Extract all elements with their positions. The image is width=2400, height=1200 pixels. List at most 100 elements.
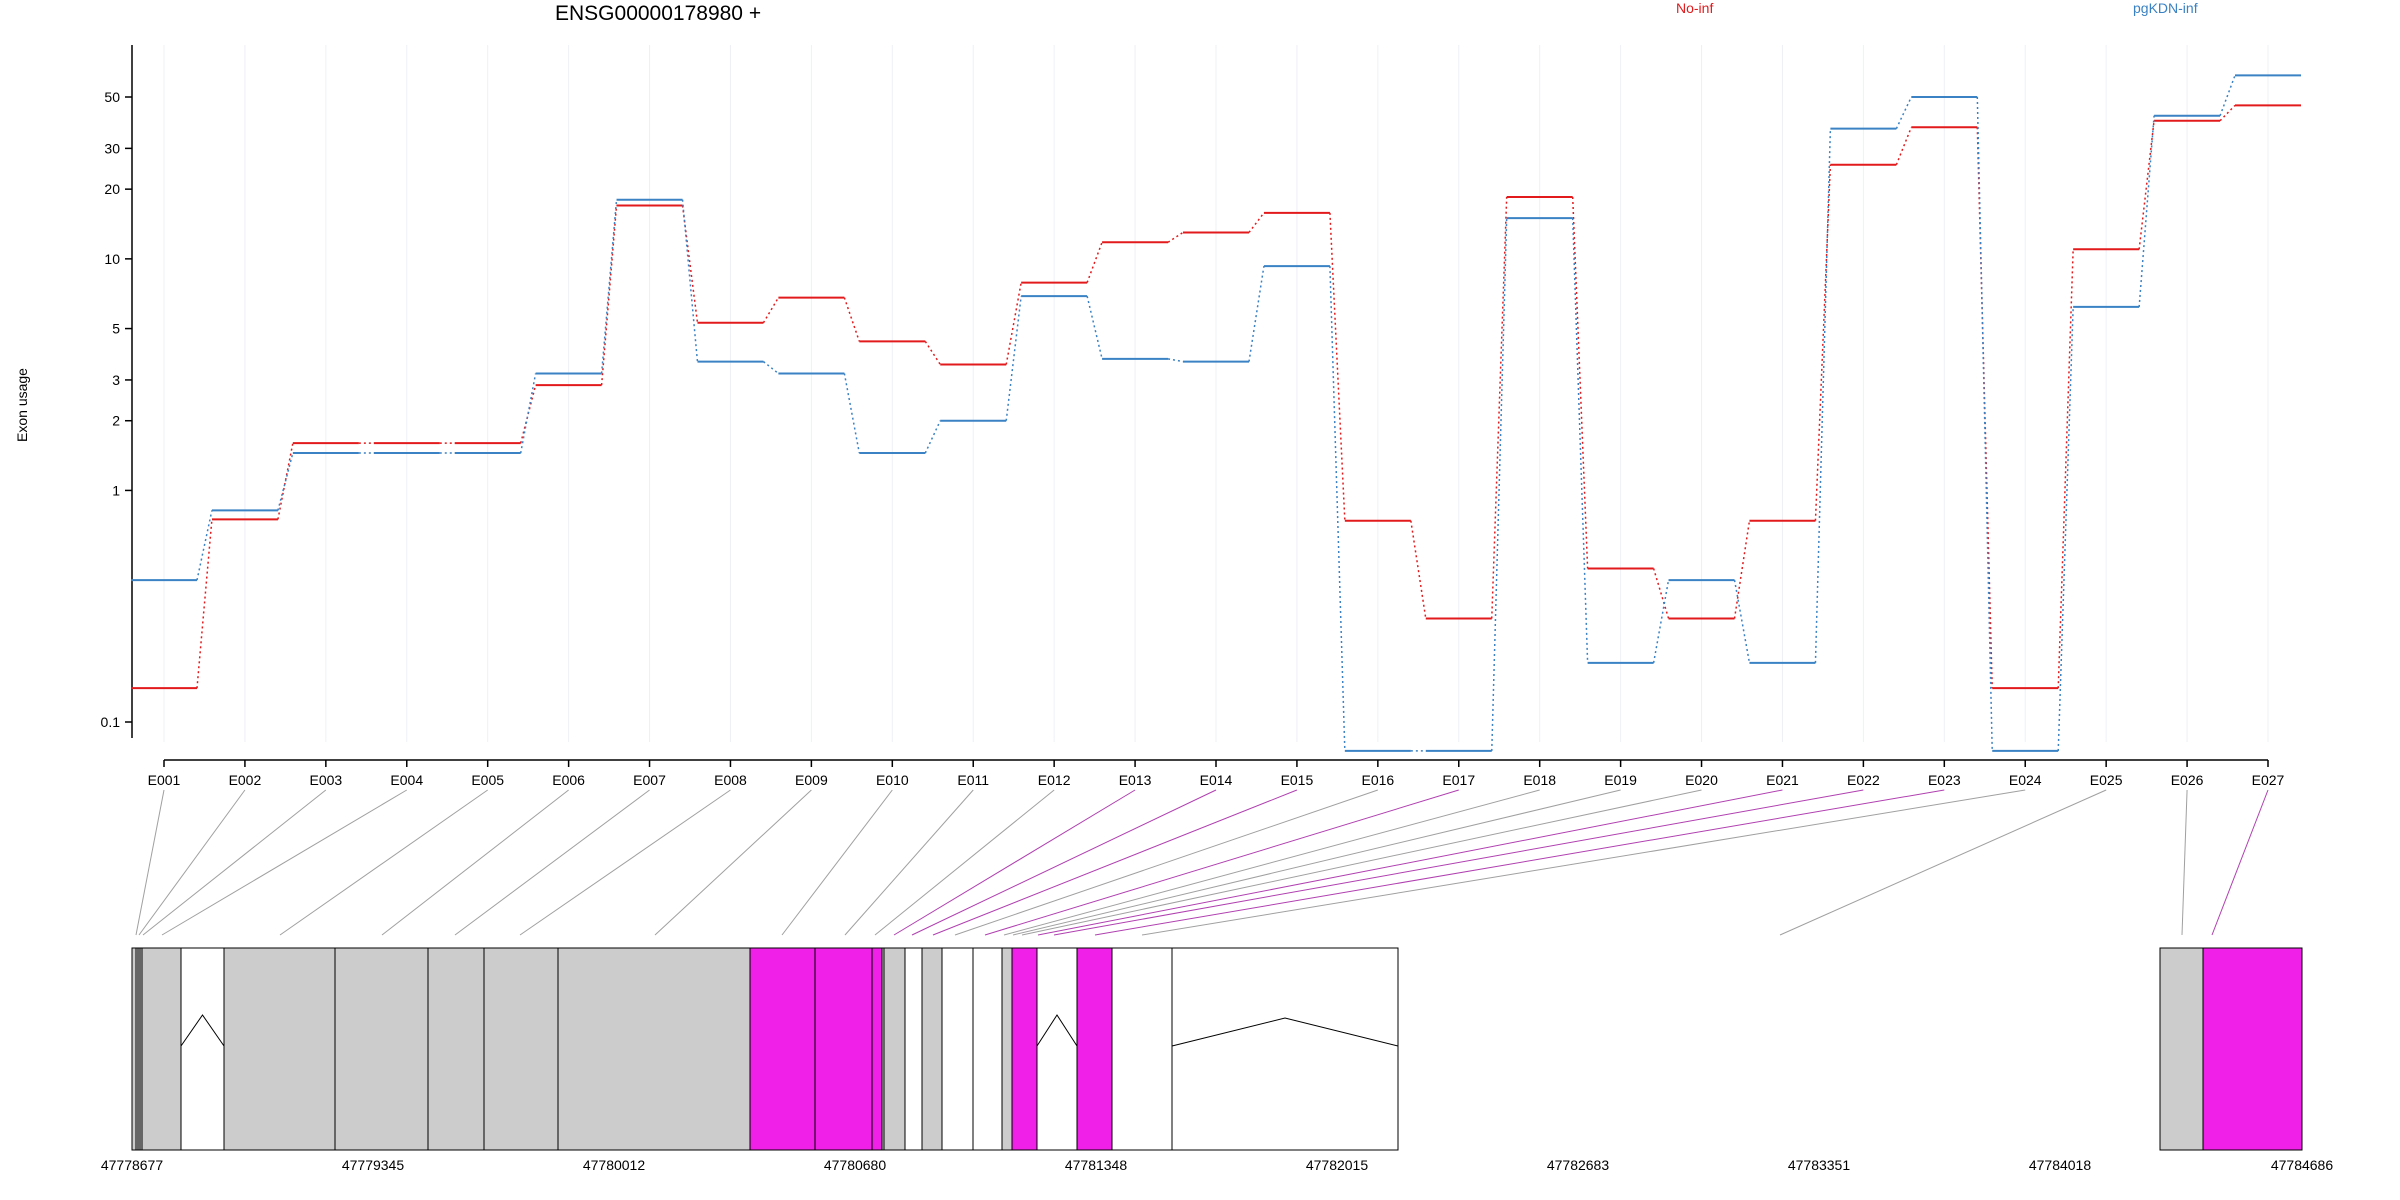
exon-link: [1021, 789, 1702, 936]
x-tick-label: E008: [714, 772, 747, 788]
exon-link: [142, 789, 327, 936]
series-connector: [1652, 579, 1670, 664]
exon-block: [223, 947, 336, 1151]
x-tick-label: E014: [1200, 772, 1233, 788]
splice-junction: [180, 1014, 225, 1047]
intron-box: [1171, 947, 1399, 1151]
exon-block: [883, 947, 906, 1151]
series-connector: [2219, 75, 2236, 116]
y-tick-label: 3: [112, 372, 120, 388]
series-connector: [843, 297, 861, 342]
x-tick-label: E012: [1038, 772, 1071, 788]
series-connector: [1733, 579, 1751, 664]
series-connector: [1005, 296, 1022, 421]
exon-link: [2181, 789, 2188, 936]
genomic-tick-label: 47780012: [583, 1157, 646, 1173]
x-tick-label: E011: [957, 772, 989, 788]
exon-link: [161, 789, 408, 936]
legend-no-inf: No-inf: [1676, 0, 1714, 16]
x-tick-label: E021: [1766, 772, 1799, 788]
series-connector: [1895, 96, 1912, 129]
exon-block: [557, 947, 751, 1151]
x-tick-label: E026: [2171, 772, 2204, 788]
series-connector: [762, 297, 780, 324]
series-connector: [600, 199, 618, 374]
series-connector: [2057, 306, 2074, 751]
intron-box: [1111, 947, 1173, 1151]
exon-link: [519, 789, 731, 936]
series-connector: [1491, 218, 1508, 751]
genomic-tick-label: 47784686: [2271, 1157, 2334, 1173]
exon-link: [654, 789, 812, 936]
series-connector: [2219, 104, 2236, 122]
series-connector: [1167, 231, 1184, 243]
exon-link: [135, 789, 165, 936]
y-tick-label: 20: [104, 181, 120, 197]
legend-pgkdn-inf: pgKDN-inf: [2133, 0, 2198, 16]
x-tick-label: E016: [1361, 772, 1394, 788]
intron-box: [941, 947, 974, 1151]
x-tick-label: E005: [471, 772, 504, 788]
series-connector: [1491, 196, 1508, 619]
genomic-tick-label: 47778677: [101, 1157, 164, 1173]
exon-link: [1094, 789, 1945, 936]
splice-junction: [1036, 1014, 1078, 1047]
exon-link: [874, 789, 1055, 936]
exon-link: [381, 789, 569, 936]
exon-block: [749, 947, 816, 1151]
x-tick-label: E022: [1847, 772, 1880, 788]
exon-block: [1076, 947, 1113, 1151]
exon-block: [814, 947, 873, 1151]
series-connector: [843, 373, 861, 454]
y-tick-label: 0.1: [101, 714, 121, 730]
exon-link: [279, 789, 488, 936]
y-tick-label: 30: [104, 140, 120, 156]
exon-link: [781, 789, 893, 936]
exon-link: [954, 789, 1379, 936]
x-tick-label: E013: [1119, 772, 1152, 788]
x-tick-label: E002: [229, 772, 262, 788]
exon-link: [1141, 789, 2026, 936]
exon-block: [427, 947, 485, 1151]
y-tick-label: 5: [112, 321, 120, 337]
genomic-tick-label: 47781348: [1065, 1157, 1128, 1173]
exon-block: [2202, 947, 2303, 1151]
exon-link: [1003, 789, 1540, 936]
intron-box: [904, 947, 923, 1151]
exon-link: [844, 789, 974, 936]
splice-junction: [1171, 1017, 1399, 1047]
series-connector: [1086, 241, 1103, 283]
genomic-tick-label: 47783351: [1788, 1157, 1851, 1173]
series-connector: [924, 420, 941, 454]
series-connector: [681, 199, 699, 362]
exon-block: [483, 947, 559, 1151]
x-tick-label: E025: [2090, 772, 2123, 788]
series-connector: [1410, 520, 1427, 619]
series-connector: [681, 205, 699, 323]
series-connector: [1005, 282, 1022, 365]
exon-link: [454, 789, 650, 936]
genomic-tick-label: 47782683: [1547, 1157, 1610, 1173]
series-connector: [1976, 96, 1993, 751]
series-connector: [1814, 164, 1832, 521]
exon-link: [1779, 789, 2107, 936]
exon-block: [1011, 947, 1038, 1151]
x-tick-label: E006: [552, 772, 585, 788]
exon-link: [893, 789, 1136, 936]
exon-link: [1012, 789, 1621, 936]
series-connector: [196, 519, 213, 689]
series-pgkdn-inf: [131, 74, 2301, 752]
page-title: ENSG00000178980 +: [555, 2, 762, 25]
x-tick-label: E007: [633, 772, 666, 788]
exon-link: [138, 789, 246, 936]
exon-block: [334, 947, 429, 1151]
series-connector: [519, 373, 537, 454]
series-connector: [1571, 196, 1589, 569]
exon-link: [984, 789, 1459, 936]
intron-box: [180, 947, 225, 1151]
y-tick-label: 1: [112, 482, 120, 498]
exon-block: [871, 947, 883, 1151]
x-tick-label: E023: [1928, 772, 1961, 788]
series-connector: [1248, 212, 1265, 233]
x-tick-label: E010: [876, 772, 909, 788]
